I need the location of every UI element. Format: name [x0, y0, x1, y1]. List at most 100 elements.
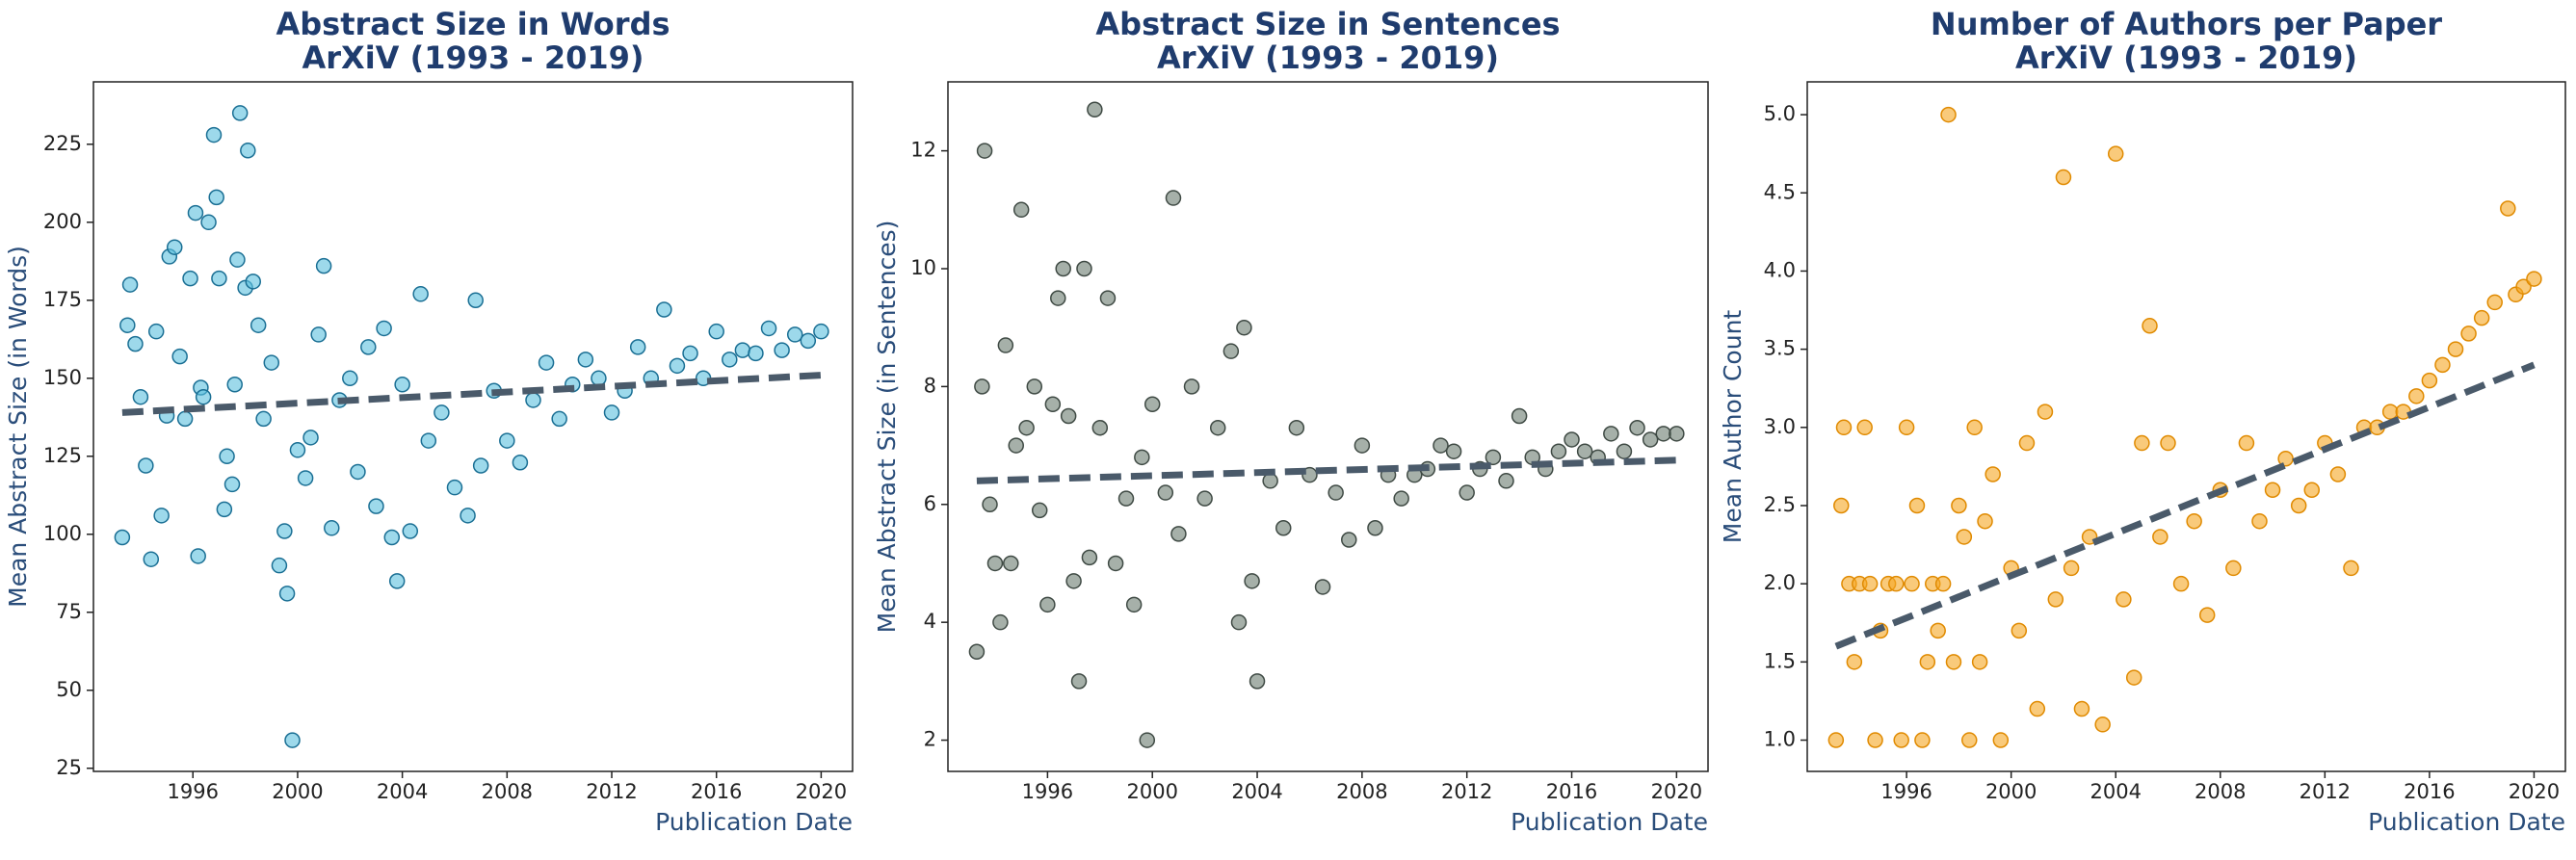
scatter-point	[722, 352, 738, 368]
scatter-point	[2343, 560, 2359, 577]
scatter-point	[734, 342, 751, 358]
scatter-point	[2447, 341, 2464, 357]
scatter-point	[1642, 431, 1659, 448]
scatter-point	[315, 257, 332, 274]
scatter-point	[255, 410, 272, 428]
scatter-point	[2198, 607, 2216, 623]
scatter-point	[1244, 573, 1260, 589]
scatter-point	[1008, 437, 1024, 454]
chart-title: ArXiV (1993 - 2019)	[1157, 39, 1499, 76]
y-tick-label: 150	[43, 366, 82, 389]
trend-line	[1834, 361, 2536, 650]
scatter-point	[1861, 575, 1879, 592]
scatter-point	[1076, 260, 1092, 277]
scatter-point	[1511, 407, 1528, 425]
scatter-point	[216, 501, 233, 518]
scatter-point	[1945, 654, 1962, 670]
scatter-point	[1012, 201, 1030, 219]
scatter-point	[1134, 449, 1150, 466]
scatter-point	[2107, 145, 2124, 162]
scatter-point	[2160, 434, 2176, 452]
scatter-point	[1835, 419, 1853, 436]
scatter-point	[472, 457, 489, 474]
scatter-point	[2526, 271, 2542, 287]
scatter-point	[240, 143, 256, 159]
scatter-point	[1165, 190, 1182, 206]
y-axis-label: Mean Abstract Size (in Words)	[4, 246, 32, 608]
y-tick-label: 4.0	[1764, 258, 1796, 281]
scatter-point	[1919, 654, 1936, 670]
scatter-point	[250, 317, 267, 333]
x-axis-label: Publication Date	[1511, 808, 1708, 836]
scatter-point	[2251, 512, 2268, 530]
scatter-point	[1616, 443, 1633, 459]
scatter-point	[310, 326, 327, 343]
y-axis-label: Mean Author Count	[1719, 310, 1747, 544]
scatter-point	[708, 323, 724, 340]
y-tick-label: 100	[43, 522, 82, 545]
scatter-point	[324, 520, 340, 536]
scatter-point	[1459, 484, 1475, 501]
scatter-point	[2473, 309, 2490, 326]
scatter-point	[2152, 529, 2169, 545]
scatter-point	[2225, 560, 2242, 577]
scatter-point	[1222, 343, 1240, 359]
scatter-point	[682, 345, 698, 362]
scatter-point	[350, 463, 366, 481]
scatter-point	[629, 339, 646, 355]
scatter-point	[2125, 669, 2142, 686]
scatter-point	[1893, 732, 1909, 748]
scatter-point	[1236, 319, 1252, 336]
scatter-point	[143, 551, 160, 567]
scatter-point	[1930, 622, 1946, 639]
scatter-point	[577, 352, 594, 368]
scatter-point	[195, 388, 212, 405]
scatter-point	[1367, 520, 1383, 536]
scatter-point	[1183, 378, 1200, 395]
scatter-point	[166, 239, 183, 255]
scatter-point	[1846, 654, 1863, 670]
y-tick-label: 8	[924, 374, 936, 397]
chart-title: Number of Authors per Paper	[1931, 6, 2442, 42]
x-tick-label: 2000	[272, 780, 323, 803]
scatter-point	[1940, 106, 1957, 123]
x-tick-label: 2004	[1231, 780, 1282, 803]
scatter-point	[182, 270, 198, 287]
scatter-point	[813, 323, 829, 340]
scatter-point	[538, 354, 555, 371]
plot-frame	[92, 81, 854, 772]
scatter-point	[219, 448, 235, 465]
scatter-point	[229, 251, 246, 268]
scatter-point	[1498, 473, 1514, 489]
scatter-point	[2303, 482, 2321, 499]
scatter-point	[2434, 356, 2451, 374]
scatter-point	[2381, 404, 2399, 420]
scatter-point	[2460, 326, 2477, 342]
scatter-point	[2408, 388, 2425, 404]
scatter-point	[1170, 526, 1187, 542]
scatter-point	[278, 586, 296, 602]
scatter-point	[1327, 484, 1344, 501]
trend-line	[121, 372, 822, 416]
scatter-point	[1157, 484, 1174, 501]
scatter-point	[1966, 419, 1983, 436]
scatter-point	[1669, 426, 1685, 442]
y-tick-label: 125	[43, 444, 82, 467]
scatter-point	[187, 204, 204, 222]
scatter-point	[132, 388, 149, 405]
scatter-point	[2142, 318, 2158, 334]
y-tick-label: 1.0	[1764, 728, 1796, 751]
x-tick-label: 2020	[796, 780, 847, 803]
scatter-point	[460, 508, 476, 524]
x-tick-label: 2012	[586, 780, 637, 803]
scatter-point	[1099, 290, 1117, 306]
scatter-point	[1125, 596, 1143, 613]
scatter-point	[383, 529, 401, 546]
scatter-point	[176, 410, 194, 428]
scatter-point	[1888, 575, 1905, 592]
chart-title: Abstract Size in Sentences	[1095, 6, 1560, 42]
scatter-point	[2264, 482, 2281, 499]
scatter-point	[297, 470, 314, 486]
x-tick-label: 2020	[1651, 780, 1702, 803]
y-tick-label: 2.0	[1764, 571, 1796, 594]
